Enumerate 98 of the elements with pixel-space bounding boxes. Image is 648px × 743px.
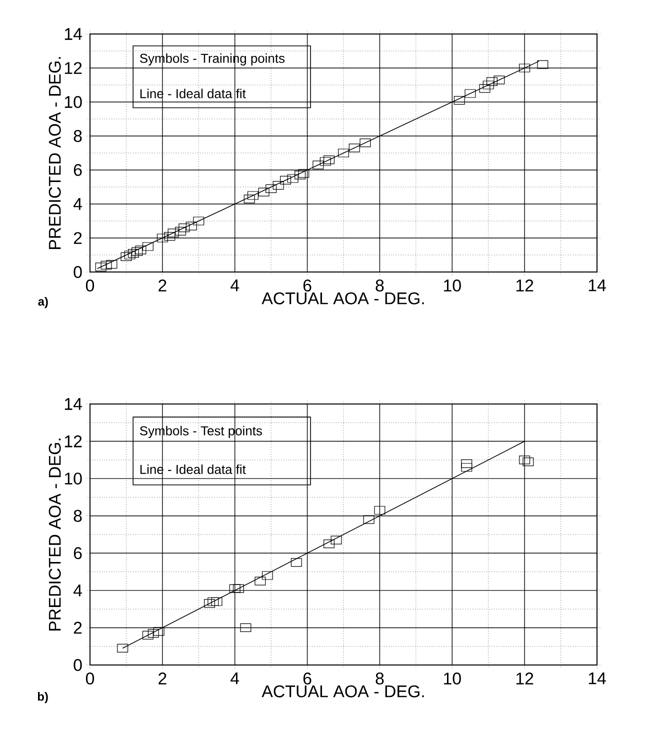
x-tick-label: 0 — [86, 280, 94, 292]
point — [324, 155, 335, 164]
point — [537, 60, 548, 69]
point — [247, 191, 258, 200]
point — [363, 515, 374, 524]
y-tick-label: 8 — [74, 130, 82, 142]
point — [454, 96, 465, 105]
y-tick-label: 14 — [64, 398, 82, 410]
x-tick-label: 14 — [588, 672, 606, 684]
point — [486, 77, 498, 86]
y-tick-label: 6 — [74, 164, 82, 176]
point — [348, 144, 360, 152]
text: a) — [38, 296, 48, 308]
point — [142, 242, 154, 251]
x-tick-label: 4 — [230, 672, 240, 684]
point — [124, 250, 136, 260]
point — [208, 597, 219, 606]
x-axis-title: ACTUAL AOA - DEG. — [262, 292, 424, 304]
point — [464, 89, 476, 98]
y-tick-label: 0 — [74, 266, 82, 278]
y-axis-title: PREDICTED AOA - DEG. — [48, 438, 61, 631]
x-tick-label: 2 — [158, 672, 166, 684]
point — [330, 536, 342, 544]
point — [135, 246, 146, 254]
point — [266, 184, 277, 193]
point — [95, 262, 106, 272]
x-axis-title: ACTUAL AOA - DEG. — [262, 685, 424, 698]
point — [120, 252, 132, 261]
point — [128, 248, 139, 258]
point — [280, 176, 292, 184]
y-axis-title: PREDICTED AOA - DEG. — [48, 57, 61, 249]
point — [153, 627, 164, 636]
point — [461, 463, 472, 472]
point — [164, 232, 176, 241]
y-tick-label: 2 — [74, 622, 82, 634]
point — [117, 644, 128, 653]
point — [461, 459, 472, 468]
point — [290, 558, 302, 567]
x-tick-label: 14 — [588, 280, 606, 292]
y-tick-label: 8 — [74, 510, 82, 522]
y-tick-label: 4 — [73, 584, 82, 596]
point — [298, 169, 310, 178]
point — [244, 194, 255, 204]
x-tick-label: 10 — [444, 280, 461, 292]
point — [494, 76, 505, 84]
y-tick-label: 12 — [64, 435, 82, 448]
point — [232, 584, 244, 593]
point — [142, 630, 154, 640]
y-tick-label: 10 — [64, 96, 82, 108]
point — [204, 599, 216, 608]
point — [156, 234, 168, 242]
x-tick-label: 6 — [303, 672, 312, 685]
point — [312, 160, 324, 170]
point — [148, 629, 159, 638]
x-tick-label: 12 — [516, 672, 534, 684]
x-tick-label: 4 — [230, 280, 240, 292]
y-tick-label: 4 — [73, 198, 82, 210]
x-tick-label: 8 — [376, 280, 384, 292]
point — [168, 228, 179, 238]
text: b) — [38, 692, 48, 704]
point — [262, 571, 273, 580]
point — [338, 148, 350, 158]
y-tick-label: 0 — [74, 659, 82, 671]
point — [482, 80, 494, 90]
point — [106, 260, 118, 269]
x-tick-label: 8 — [376, 672, 384, 685]
y-tick-label: 12 — [64, 62, 82, 74]
x-tick-label: 0 — [86, 672, 94, 685]
x-tick-label: 2 — [158, 280, 166, 292]
point — [240, 623, 252, 632]
point — [522, 457, 534, 466]
point — [211, 597, 222, 606]
point — [324, 540, 335, 548]
point — [186, 222, 197, 230]
y-tick-label: 6 — [74, 547, 82, 560]
x-tick-label: 6 — [303, 280, 312, 292]
point — [132, 247, 143, 256]
point — [178, 223, 190, 232]
point — [258, 188, 270, 196]
x-tick-label: 10 — [444, 672, 461, 685]
point — [272, 180, 284, 190]
y-tick-label: 2 — [74, 232, 82, 244]
point — [254, 576, 266, 586]
y-tick-label: 14 — [64, 28, 82, 40]
point — [287, 174, 298, 183]
point — [374, 506, 386, 515]
point — [175, 226, 186, 236]
point — [519, 456, 530, 464]
y-tick-label: 10 — [64, 472, 82, 485]
point — [479, 84, 490, 93]
point — [519, 64, 530, 72]
point — [320, 157, 331, 166]
point — [294, 170, 306, 180]
point — [193, 216, 204, 226]
x-tick-label: 12 — [516, 280, 534, 292]
point — [360, 138, 371, 148]
point — [229, 584, 240, 593]
point — [100, 260, 112, 270]
